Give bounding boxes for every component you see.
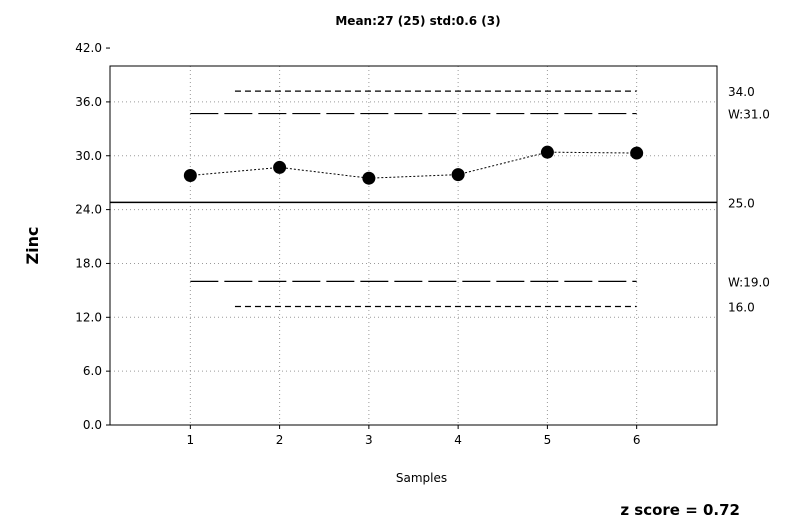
x-tick-label: 3 — [365, 433, 373, 447]
x-tick-label: 6 — [633, 433, 641, 447]
reference-line-label: W:31.0 — [728, 108, 770, 122]
reference-line-label: 25.0 — [728, 196, 755, 210]
data-series — [183, 145, 644, 185]
x-tick-label: 1 — [187, 433, 195, 447]
x-tick-label: 5 — [544, 433, 552, 447]
reference-lines: 34.0 W:31.0 25.0 W:19.0 16.0 — [110, 85, 770, 315]
y-tick-label: 36.0 — [75, 95, 102, 109]
data-point — [630, 146, 644, 160]
zscore-label: z score = 0.72 — [620, 501, 740, 519]
x-tick-label: 4 — [454, 433, 462, 447]
y-tick-label: 30.0 — [75, 149, 102, 163]
y-tick-label: 24.0 — [75, 203, 102, 217]
chart-title: Mean:27 (25) std:0.6 (3) — [335, 14, 500, 28]
y-tick-label: 48.0 — [75, 0, 102, 1]
plot-area-frame — [109, 65, 718, 426]
y-tick-label: 12.0 — [75, 310, 102, 324]
y-tick-label: 0.0 — [83, 418, 102, 432]
x-axis-ticks: 1 2 3 4 5 6 — [187, 425, 641, 447]
x-axis-label: Samples — [396, 471, 447, 485]
reference-line-label: W:19.0 — [728, 275, 770, 289]
y-axis-ticks: 0.0 6.0 12.0 18.0 24.0 30.0 36.0 42.0 48.0 — [75, 0, 110, 432]
gridlines — [110, 66, 717, 425]
data-point — [540, 145, 554, 159]
data-point — [362, 171, 376, 185]
y-axis-label: Zinc — [23, 227, 42, 265]
reference-line-label: 34.0 — [728, 85, 755, 99]
series-line — [190, 151, 637, 179]
reference-line-label: 16.0 — [728, 301, 755, 315]
x-tick-label: 2 — [276, 433, 284, 447]
y-tick-label: 6.0 — [83, 364, 102, 378]
y-tick-label: 18.0 — [75, 256, 102, 270]
data-point — [273, 160, 287, 174]
y-tick-label: 42.0 — [75, 41, 102, 55]
data-point — [451, 168, 465, 182]
data-point — [183, 168, 197, 182]
